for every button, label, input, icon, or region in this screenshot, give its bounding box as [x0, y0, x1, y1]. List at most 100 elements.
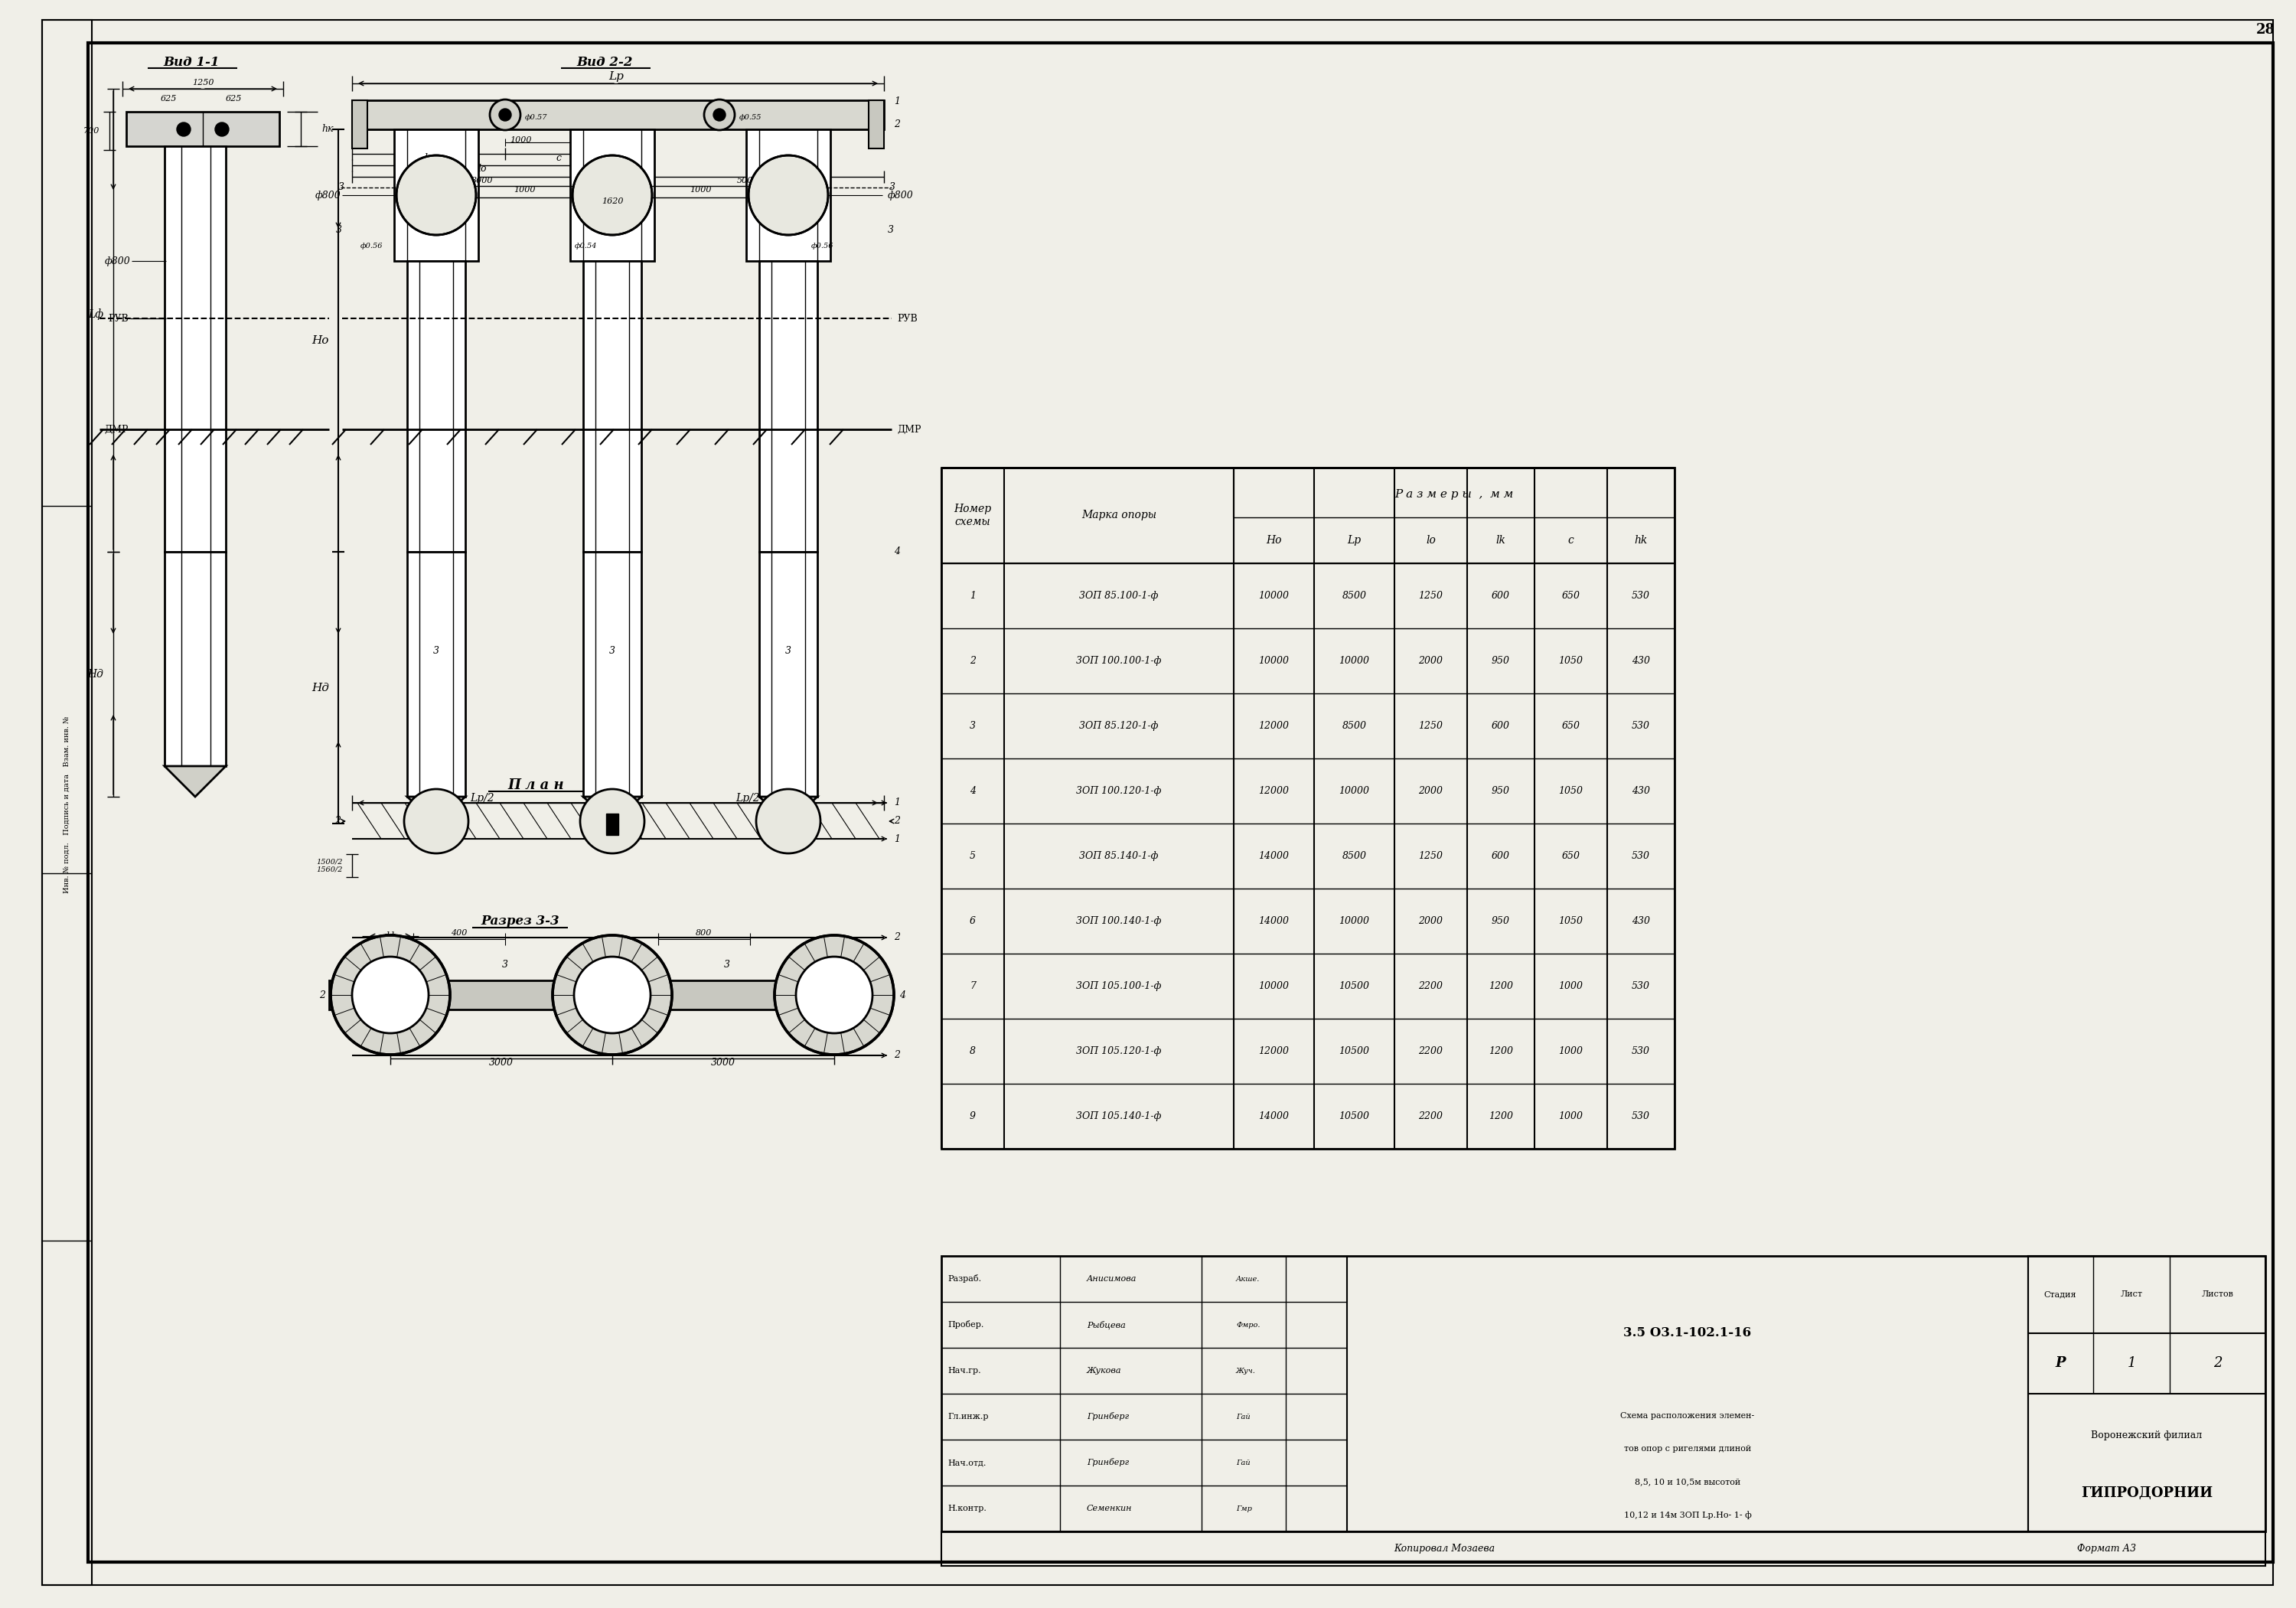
Text: Р а з м е р ы  ,  м м: Р а з м е р ы , м м	[1394, 489, 1513, 500]
Text: Н.контр.: Н.контр.	[948, 1505, 987, 1513]
Text: 3: 3	[335, 225, 342, 235]
Circle shape	[553, 936, 673, 1055]
Text: 2200: 2200	[1419, 1111, 1442, 1121]
Text: ф800: ф800	[889, 190, 914, 199]
Text: 625: 625	[161, 95, 177, 103]
Text: 3ОП 85.100-1-ф: 3ОП 85.100-1-ф	[1079, 590, 1159, 601]
Text: Жукова: Жукова	[1086, 1367, 1120, 1375]
Text: hk: hk	[1635, 535, 1649, 545]
Text: ф0.55: ф0.55	[739, 114, 762, 121]
Text: Формат А3: Формат А3	[2078, 1544, 2135, 1553]
Text: 3.5 О3.1-102.1-16: 3.5 О3.1-102.1-16	[1623, 1327, 1752, 1339]
Bar	[126, 111, 280, 146]
Text: 1: 1	[893, 798, 900, 807]
Text: 650: 650	[1561, 851, 1580, 860]
Text: 3000: 3000	[471, 177, 494, 185]
Text: 2: 2	[893, 817, 900, 827]
Text: 950: 950	[1492, 656, 1511, 666]
Circle shape	[705, 100, 735, 130]
Text: Вид 1-1: Вид 1-1	[163, 56, 220, 69]
Text: 6: 6	[969, 917, 976, 926]
Text: 1: 1	[893, 96, 900, 106]
Text: 8500: 8500	[1341, 851, 1366, 860]
Text: 4: 4	[510, 121, 517, 129]
Text: Копировал Мозаева: Копировал Мозаева	[1394, 1544, 1495, 1553]
Text: 10,12 и 14м 3ОП Lp.Ho- 1- ф: 10,12 и 14м 3ОП Lp.Ho- 1- ф	[1623, 1512, 1752, 1520]
Text: 950: 950	[1492, 786, 1511, 796]
Text: 2: 2	[893, 119, 900, 130]
Bar	[351, 100, 367, 148]
Text: 600: 600	[1492, 851, 1511, 860]
Text: 1000: 1000	[689, 187, 712, 193]
Text: 400: 400	[450, 929, 468, 937]
Text: 1: 1	[969, 590, 976, 601]
Bar	[2027, 1256, 2266, 1531]
Text: 3ОП 105.120-1-ф: 3ОП 105.120-1-ф	[1077, 1047, 1162, 1056]
Text: 2000: 2000	[1419, 917, 1442, 926]
Text: 2: 2	[335, 817, 340, 827]
Circle shape	[351, 957, 429, 1034]
Bar	[395, 129, 478, 260]
Text: 3ОП 85.120-1-ф: 3ОП 85.120-1-ф	[1079, 720, 1159, 732]
Text: 1500/2
1560/2: 1500/2 1560/2	[317, 859, 342, 873]
Text: Lp/2: Lp/2	[735, 793, 760, 804]
Text: 3: 3	[889, 183, 895, 193]
Text: 3ОП 100.140-1-ф: 3ОП 100.140-1-ф	[1077, 917, 1162, 926]
Text: Акше.: Акше.	[1235, 1275, 1261, 1282]
Circle shape	[574, 957, 650, 1034]
Text: 3: 3	[785, 646, 792, 656]
Bar	[351, 100, 884, 129]
Circle shape	[774, 936, 893, 1055]
Text: Жуч.: Жуч.	[1235, 1367, 1256, 1375]
Text: 1050: 1050	[1559, 786, 1584, 796]
Text: РУВ: РУВ	[108, 314, 129, 323]
Text: Воронежский филиал: Воронежский филиал	[2092, 1430, 2202, 1441]
Text: 800: 800	[696, 929, 712, 937]
Text: 1050: 1050	[1559, 656, 1584, 666]
Text: 1000: 1000	[510, 137, 530, 143]
Text: 2: 2	[893, 1050, 900, 1060]
Text: Разрез 3-3: Разрез 3-3	[482, 915, 560, 928]
Text: 10000: 10000	[1258, 981, 1290, 991]
Text: 2000: 2000	[1419, 656, 1442, 666]
Text: 1620: 1620	[602, 198, 622, 206]
Text: 600: 600	[1492, 720, 1511, 732]
Text: 2200: 2200	[1419, 1047, 1442, 1056]
Text: ГИПРОДОРНИИ: ГИПРОДОРНИИ	[2080, 1486, 2213, 1500]
Bar	[941, 1531, 2266, 1566]
Text: 9: 9	[969, 1111, 976, 1121]
Text: Нач.отд.: Нач.отд.	[948, 1458, 985, 1466]
Text: 10000: 10000	[1339, 656, 1368, 666]
Bar	[165, 146, 225, 552]
Text: 1200: 1200	[1488, 1047, 1513, 1056]
Bar	[941, 468, 1674, 1148]
Circle shape	[797, 957, 872, 1034]
Text: 1200: 1200	[1488, 1111, 1513, 1121]
Text: 28: 28	[2255, 23, 2275, 37]
Text: 1250: 1250	[1419, 590, 1442, 601]
Text: 625: 625	[225, 95, 241, 103]
Text: lo: lo	[1426, 535, 1435, 545]
Text: 530: 530	[1632, 1047, 1651, 1056]
Text: 600: 600	[1492, 590, 1511, 601]
Text: 430: 430	[1632, 917, 1651, 926]
Text: Вид 2-2: Вид 2-2	[576, 56, 634, 69]
Text: П л а н: П л а н	[507, 778, 565, 793]
Text: 10500: 10500	[1339, 981, 1368, 991]
Text: 3000: 3000	[489, 1058, 514, 1068]
Text: ф0.54: ф0.54	[574, 243, 597, 249]
Polygon shape	[406, 796, 466, 823]
Text: 430: 430	[1632, 656, 1651, 666]
Text: 1: 1	[893, 835, 900, 844]
Text: 2: 2	[319, 991, 326, 1000]
Text: 3: 3	[608, 646, 615, 656]
Circle shape	[581, 790, 645, 854]
Text: 2: 2	[723, 121, 730, 129]
Text: ф0.56: ф0.56	[360, 243, 383, 249]
Text: Ho: Ho	[1265, 535, 1281, 545]
Text: 10000: 10000	[1339, 786, 1368, 796]
Text: 4: 4	[893, 547, 900, 556]
Text: 1050: 1050	[1559, 917, 1584, 926]
Text: 3ОП 105.140-1-ф: 3ОП 105.140-1-ф	[1077, 1111, 1162, 1121]
Text: 14000: 14000	[1258, 851, 1290, 860]
